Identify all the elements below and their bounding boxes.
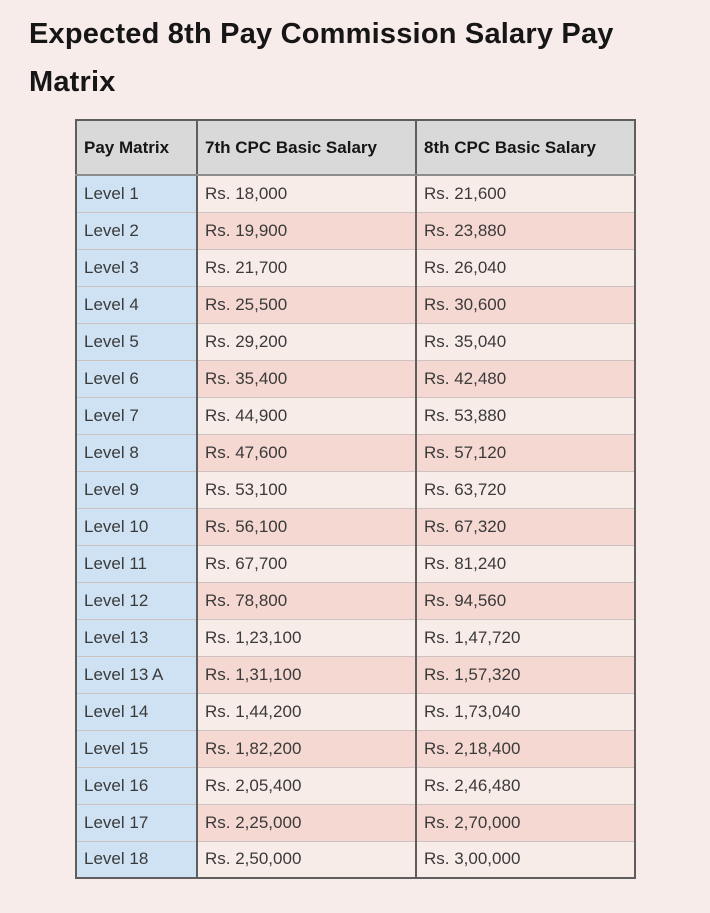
- table-row: Level 6 Rs. 35,400 Rs. 42,480: [75, 359, 636, 398]
- page-title: Expected 8th Pay Commission Salary Pay M…: [29, 18, 614, 98]
- cpc7-salary-cell: Rs. 19,900: [196, 211, 417, 250]
- cpc8-salary-cell: Rs. 63,720: [415, 470, 636, 509]
- level-cell: Level 14: [75, 692, 198, 731]
- cpc7-salary-cell: Rs. 21,700: [196, 248, 417, 287]
- cpc8-salary-cell: Rs. 2,18,400: [415, 729, 636, 768]
- cpc8-salary-cell: Rs. 94,560: [415, 581, 636, 620]
- level-cell: Level 17: [75, 803, 198, 842]
- level-cell: Level 8: [75, 433, 198, 472]
- cpc8-salary-cell: Rs. 42,480: [415, 359, 636, 398]
- table-row: Level 1 Rs. 18,000 Rs. 21,600: [75, 174, 636, 213]
- cpc8-salary-cell: Rs. 23,880: [415, 211, 636, 250]
- table-row: Level 10 Rs. 56,100 Rs. 67,320: [75, 507, 636, 546]
- table-body: Level 1 Rs. 18,000 Rs. 21,600 Level 2 Rs. 19…: [75, 174, 636, 879]
- table-row: Level 13 A Rs. 1,31,100 Rs. 1,57,320: [75, 655, 636, 694]
- column-header-8th-cpc-basic-salary: 8th CPC Basic Salary: [415, 119, 636, 176]
- cpc8-salary-cell: Rs. 35,040: [415, 322, 636, 361]
- column-header-pay-matrix: Pay Matrix: [75, 119, 198, 176]
- table-row: Level 3 Rs. 21,700 Rs. 26,040: [75, 248, 636, 287]
- table-row: Level 15 Rs. 1,82,200 Rs. 2,18,400: [75, 729, 636, 768]
- cpc8-salary-cell: Rs. 81,240: [415, 544, 636, 583]
- level-cell: Level 13: [75, 618, 198, 657]
- cpc7-salary-cell: Rs. 18,000: [196, 174, 417, 213]
- cpc7-salary-cell: Rs. 53,100: [196, 470, 417, 509]
- level-cell: Level 15: [75, 729, 198, 768]
- cpc8-salary-cell: Rs. 1,73,040: [415, 692, 636, 731]
- level-cell: Level 3: [75, 248, 198, 287]
- level-cell: Level 4: [75, 285, 198, 324]
- table-header-row: Pay Matrix 7th CPC Basic Salary 8th CPC …: [75, 119, 636, 176]
- table-row: Level 7 Rs. 44,900 Rs. 53,880: [75, 396, 636, 435]
- cpc8-salary-cell: Rs. 2,70,000: [415, 803, 636, 842]
- cpc8-salary-cell: Rs. 1,47,720: [415, 618, 636, 657]
- table-row: Level 9 Rs. 53,100 Rs. 63,720: [75, 470, 636, 509]
- cpc7-salary-cell: Rs. 67,700: [196, 544, 417, 583]
- cpc7-salary-cell: Rs. 44,900: [196, 396, 417, 435]
- cpc7-salary-cell: Rs. 1,23,100: [196, 618, 417, 657]
- level-cell: Level 6: [75, 359, 198, 398]
- level-cell: Level 18: [75, 840, 198, 879]
- level-cell: Level 12: [75, 581, 198, 620]
- cpc8-salary-cell: Rs. 1,57,320: [415, 655, 636, 694]
- cpc7-salary-cell: Rs. 1,82,200: [196, 729, 417, 768]
- level-cell: Level 11: [75, 544, 198, 583]
- table-row: Level 11 Rs. 67,700 Rs. 81,240: [75, 544, 636, 583]
- level-cell: Level 2: [75, 211, 198, 250]
- level-cell: Level 9: [75, 470, 198, 509]
- pay-matrix-table: Pay Matrix 7th CPC Basic Salary 8th CPC …: [75, 119, 636, 879]
- cpc7-salary-cell: Rs. 2,05,400: [196, 766, 417, 805]
- table-row: Level 8 Rs. 47,600 Rs. 57,120: [75, 433, 636, 472]
- cpc7-salary-cell: Rs. 1,44,200: [196, 692, 417, 731]
- cpc8-salary-cell: Rs. 21,600: [415, 174, 636, 213]
- cpc7-salary-cell: Rs. 25,500: [196, 285, 417, 324]
- cpc8-salary-cell: Rs. 57,120: [415, 433, 636, 472]
- level-cell: Level 5: [75, 322, 198, 361]
- table-row: Level 16 Rs. 2,05,400 Rs. 2,46,480: [75, 766, 636, 805]
- column-header-7th-cpc-basic-salary: 7th CPC Basic Salary: [196, 119, 417, 176]
- cpc8-salary-cell: Rs. 3,00,000: [415, 840, 636, 879]
- table-row: Level 14 Rs. 1,44,200 Rs. 1,73,040: [75, 692, 636, 731]
- cpc8-salary-cell: Rs. 67,320: [415, 507, 636, 546]
- table-row: Level 18 Rs. 2,50,000 Rs. 3,00,000: [75, 840, 636, 879]
- level-cell: Level 7: [75, 396, 198, 435]
- level-cell: Level 13 A: [75, 655, 198, 694]
- level-cell: Level 16: [75, 766, 198, 805]
- table-row: Level 2 Rs. 19,900 Rs. 23,880: [75, 211, 636, 250]
- level-cell: Level 10: [75, 507, 198, 546]
- level-cell: Level 1: [75, 174, 198, 213]
- cpc7-salary-cell: Rs. 78,800: [196, 581, 417, 620]
- cpc7-salary-cell: Rs. 2,25,000: [196, 803, 417, 842]
- cpc8-salary-cell: Rs. 26,040: [415, 248, 636, 287]
- cpc7-salary-cell: Rs. 56,100: [196, 507, 417, 546]
- cpc8-salary-cell: Rs. 53,880: [415, 396, 636, 435]
- table-row: Level 4 Rs. 25,500 Rs. 30,600: [75, 285, 636, 324]
- table-row: Level 5 Rs. 29,200 Rs. 35,040: [75, 322, 636, 361]
- cpc7-salary-cell: Rs. 29,200: [196, 322, 417, 361]
- table-row: Level 13 Rs. 1,23,100 Rs. 1,47,720: [75, 618, 636, 657]
- cpc7-salary-cell: Rs. 35,400: [196, 359, 417, 398]
- cpc7-salary-cell: Rs. 1,31,100: [196, 655, 417, 694]
- cpc7-salary-cell: Rs. 47,600: [196, 433, 417, 472]
- cpc7-salary-cell: Rs. 2,50,000: [196, 840, 417, 879]
- table-row: Level 12 Rs. 78,800 Rs. 94,560: [75, 581, 636, 620]
- cpc8-salary-cell: Rs. 2,46,480: [415, 766, 636, 805]
- cpc8-salary-cell: Rs. 30,600: [415, 285, 636, 324]
- table-row: Level 17 Rs. 2,25,000 Rs. 2,70,000: [75, 803, 636, 842]
